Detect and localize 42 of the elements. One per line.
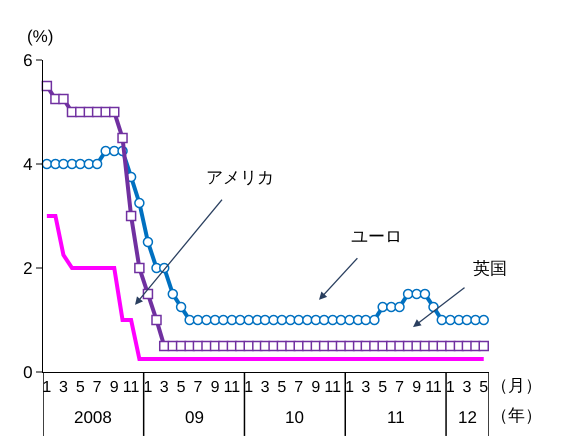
x-tick-label: 7 — [92, 379, 102, 396]
annotation: 英国 — [473, 259, 507, 278]
text: 12 — [458, 408, 477, 427]
x-tick-label: 1 — [42, 379, 52, 396]
y-tick-label: 0 — [23, 362, 33, 382]
x-tick-label: 3 — [58, 379, 68, 396]
y-tick-label: 6 — [23, 50, 33, 70]
text: 2008 — [74, 408, 112, 427]
x-tick-label: 1 — [446, 379, 455, 396]
x-tick-label: 1 — [244, 379, 254, 396]
x-tick-label: 11 — [425, 379, 442, 396]
x-tick-label: 1 — [345, 379, 354, 396]
text: （年） — [491, 406, 542, 425]
y-tick-label: 2 — [23, 258, 33, 278]
x-tick-label: 3 — [260, 379, 270, 396]
x-tick-label: 3 — [160, 379, 169, 396]
x-tick-label: 5 — [277, 379, 286, 396]
x-tick-label: 5 — [176, 379, 186, 396]
x-tick-label: 9 — [412, 379, 422, 396]
x-tick-label: 9 — [110, 379, 119, 396]
x-tick-label: 7 — [395, 379, 404, 396]
x-tick-label: 11 — [324, 379, 342, 396]
annotation: ユーロ — [351, 227, 402, 246]
text: 11 — [387, 408, 405, 427]
x-tick-label: 5 — [378, 379, 388, 396]
x-tick-label: 3 — [462, 379, 472, 396]
annotation: アメリカ — [206, 168, 274, 187]
x-tick-label: 9 — [311, 379, 320, 396]
x-tick-label: 11 — [224, 379, 240, 396]
x-tick-label: 5 — [76, 379, 85, 396]
y-axis-title: (%) — [27, 27, 54, 46]
y-tick-label: 4 — [23, 154, 33, 174]
x-tick-label: 1 — [143, 379, 152, 396]
x-axis-title: （月） — [491, 376, 542, 395]
x-tick-label: 11 — [122, 379, 140, 396]
x-tick-label: 3 — [361, 379, 370, 396]
x-tick-label: 7 — [193, 379, 202, 396]
text: 09 — [185, 408, 204, 427]
x-tick-label: 5 — [479, 379, 488, 396]
text: 10 — [285, 408, 304, 427]
x-tick-label: 9 — [210, 379, 220, 396]
x-tick-label: 7 — [294, 379, 304, 396]
